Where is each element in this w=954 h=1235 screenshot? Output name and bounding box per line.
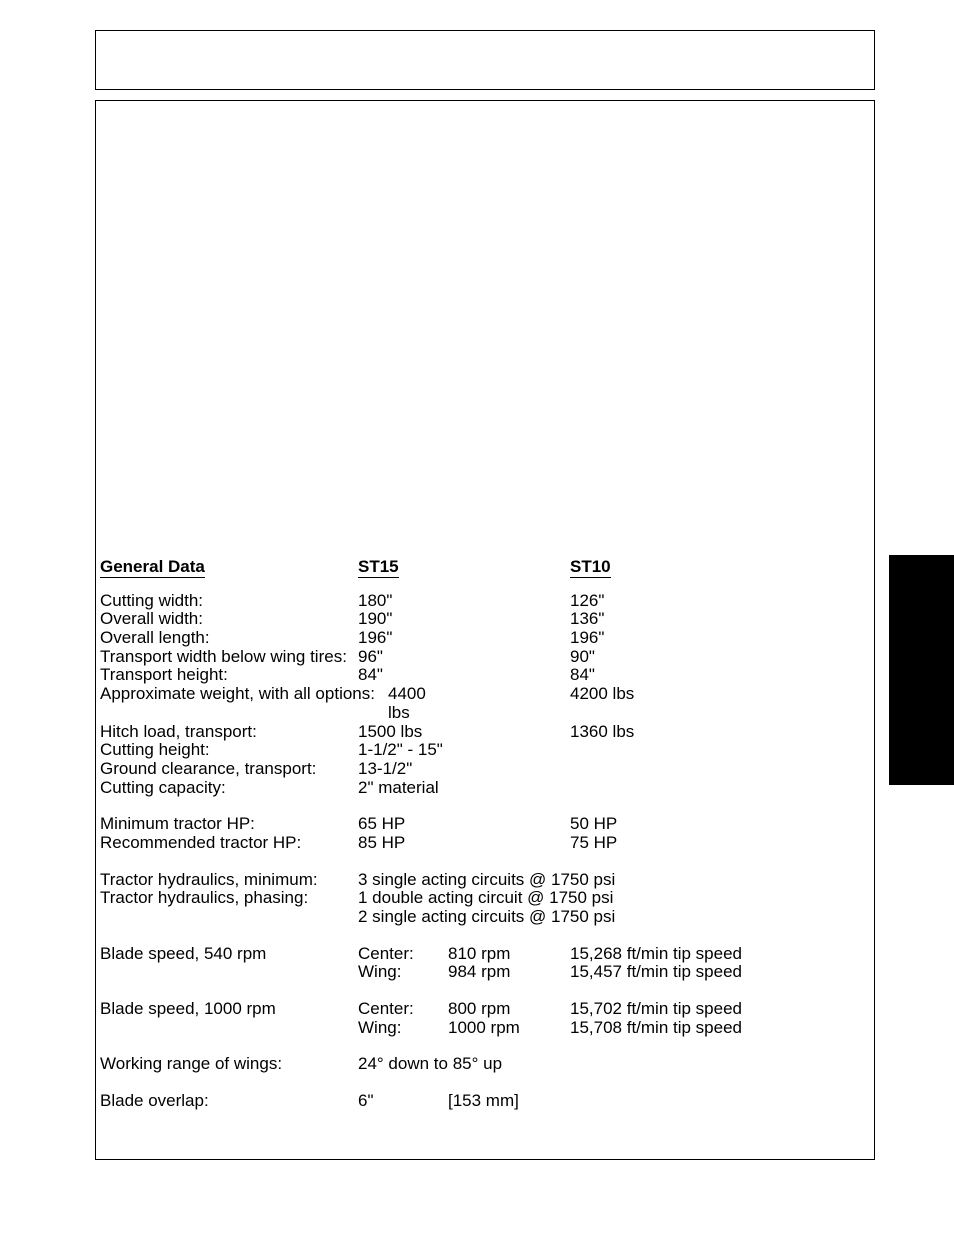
label: Cutting width: — [100, 592, 358, 611]
tip-speed: 15,457 ft/min tip speed — [570, 963, 830, 982]
spacer — [100, 1037, 860, 1055]
position: Wing: — [358, 963, 448, 982]
st10-val: 4200 lbs — [570, 685, 830, 704]
st10-val: 84" — [570, 666, 830, 685]
label: Minimum tractor HP: — [100, 815, 358, 834]
row-rec-hp: Recommended tractor HP: 85 HP 75 HP — [100, 834, 860, 853]
st10-val: 50 HP — [570, 815, 830, 834]
row-blade-540-wing: Wing: 984 rpm 15,457 ft/min tip speed — [100, 963, 860, 982]
st10-val: 1360 lbs — [570, 723, 830, 742]
label: Tractor hydraulics, minimum: — [100, 871, 358, 890]
st15-val: 1-1/2" - 15" — [358, 741, 558, 760]
row-hitch-load: Hitch load, transport: 1500 lbs 1360 lbs — [100, 723, 860, 742]
spacer — [100, 927, 860, 945]
row-ground-clearance: Ground clearance, transport: 13-1/2" — [100, 760, 860, 779]
st15-val: 1500 lbs — [358, 723, 448, 742]
row-hyd-phasing: Tractor hydraulics, phasing: 1 double ac… — [100, 889, 860, 908]
side-tab — [889, 555, 954, 785]
st15-val: 96" — [358, 648, 448, 667]
inches: 6" — [358, 1092, 448, 1111]
value: 2 single acting circuits @ 1750 psi — [358, 908, 860, 927]
st15-val: 84" — [358, 666, 448, 685]
row-overall-length: Overall length: 196" 196" — [100, 629, 860, 648]
tip-speed: 15,268 ft/min tip speed — [570, 945, 830, 964]
st15-val: 196" — [358, 629, 448, 648]
title-box — [95, 30, 875, 90]
rpm: 810 rpm — [448, 945, 570, 964]
label: Blade speed, 540 rpm — [100, 945, 358, 964]
st15-val: 4400 lbs — [388, 685, 448, 722]
label: Blade overlap: — [100, 1092, 358, 1111]
st15-val: 65 HP — [358, 815, 448, 834]
row-overall-width: Overall width: 190" 136" — [100, 610, 860, 629]
row-blade-1000-wing: Wing: 1000 rpm 15,708 ft/min tip speed — [100, 1019, 860, 1038]
st15-val: 190" — [358, 610, 448, 629]
value: 24° down to 85° up — [358, 1055, 860, 1074]
value: 3 single acting circuits @ 1750 psi — [358, 871, 860, 890]
label: Ground clearance, transport: — [100, 760, 358, 779]
row-hyd-phasing2: 2 single acting circuits @ 1750 psi — [100, 908, 860, 927]
rpm: 1000 rpm — [448, 1019, 570, 1038]
value: 1 double acting circuit @ 1750 psi — [358, 889, 860, 908]
row-blade-540-center: Blade speed, 540 rpm Center: 810 rpm 15,… — [100, 945, 860, 964]
st10-val: 126" — [570, 592, 830, 611]
st10-val: 75 HP — [570, 834, 830, 853]
position: Center: — [358, 1000, 448, 1019]
row-blade-1000-center: Blade speed, 1000 rpm Center: 800 rpm 15… — [100, 1000, 860, 1019]
label: Recommended tractor HP: — [100, 834, 358, 853]
rpm: 984 rpm — [448, 963, 570, 982]
row-cutting-width: Cutting width: 180" 126" — [100, 592, 860, 611]
row-cutting-height: Cutting height: 1-1/2" - 15" — [100, 741, 860, 760]
rpm: 800 rpm — [448, 1000, 570, 1019]
row-blade-overlap: Blade overlap: 6" [153 mm] — [100, 1092, 860, 1111]
st15-val: 180" — [358, 592, 448, 611]
row-approx-weight: Approximate weight, with all options: 44… — [100, 685, 860, 722]
st10-val: 196" — [570, 629, 830, 648]
page: General Data ST15 ST10 Cutting width: 18… — [0, 0, 954, 1235]
spec-table: General Data ST15 ST10 Cutting width: 18… — [100, 558, 860, 1111]
tip-speed: 15,702 ft/min tip speed — [570, 1000, 830, 1019]
row-min-hp: Minimum tractor HP: 65 HP 50 HP — [100, 815, 860, 834]
label: Transport width below wing tires: — [100, 648, 358, 667]
spacer — [100, 982, 860, 1000]
header-general-data: General Data — [100, 558, 205, 578]
spacer — [100, 853, 860, 871]
spacer — [100, 1074, 860, 1092]
spacer — [100, 797, 860, 815]
label: Hitch load, transport: — [100, 723, 358, 742]
label: Blade speed, 1000 rpm — [100, 1000, 358, 1019]
label: Cutting height: — [100, 741, 358, 760]
mm: [153 mm] — [448, 1092, 570, 1111]
tip-speed: 15,708 ft/min tip speed — [570, 1019, 830, 1038]
st10-val: 136" — [570, 610, 830, 629]
st10-val: 90" — [570, 648, 830, 667]
label: Overall length: — [100, 629, 358, 648]
label: Tractor hydraulics, phasing: — [100, 889, 358, 908]
label: Transport height: — [100, 666, 358, 685]
st15-val: 13-1/2" — [358, 760, 448, 779]
label: Cutting capacity: — [100, 779, 358, 798]
st15-val: 2" material — [358, 779, 558, 798]
row-transport-width: Transport width below wing tires: 96" 90… — [100, 648, 860, 667]
header-row: General Data ST15 ST10 — [100, 558, 860, 578]
position: Center: — [358, 945, 448, 964]
header-st10: ST10 — [570, 558, 611, 578]
row-transport-height: Transport height: 84" 84" — [100, 666, 860, 685]
header-st15: ST15 — [358, 558, 399, 578]
position: Wing: — [358, 1019, 448, 1038]
label: Working range of wings: — [100, 1055, 358, 1074]
row-cutting-capacity: Cutting capacity: 2" material — [100, 779, 860, 798]
label: Overall width: — [100, 610, 358, 629]
row-hyd-min: Tractor hydraulics, minimum: 3 single ac… — [100, 871, 860, 890]
st15-val: 85 HP — [358, 834, 448, 853]
row-wing-range: Working range of wings: 24° down to 85° … — [100, 1055, 860, 1074]
label: Approximate weight, with all options: — [100, 685, 388, 704]
